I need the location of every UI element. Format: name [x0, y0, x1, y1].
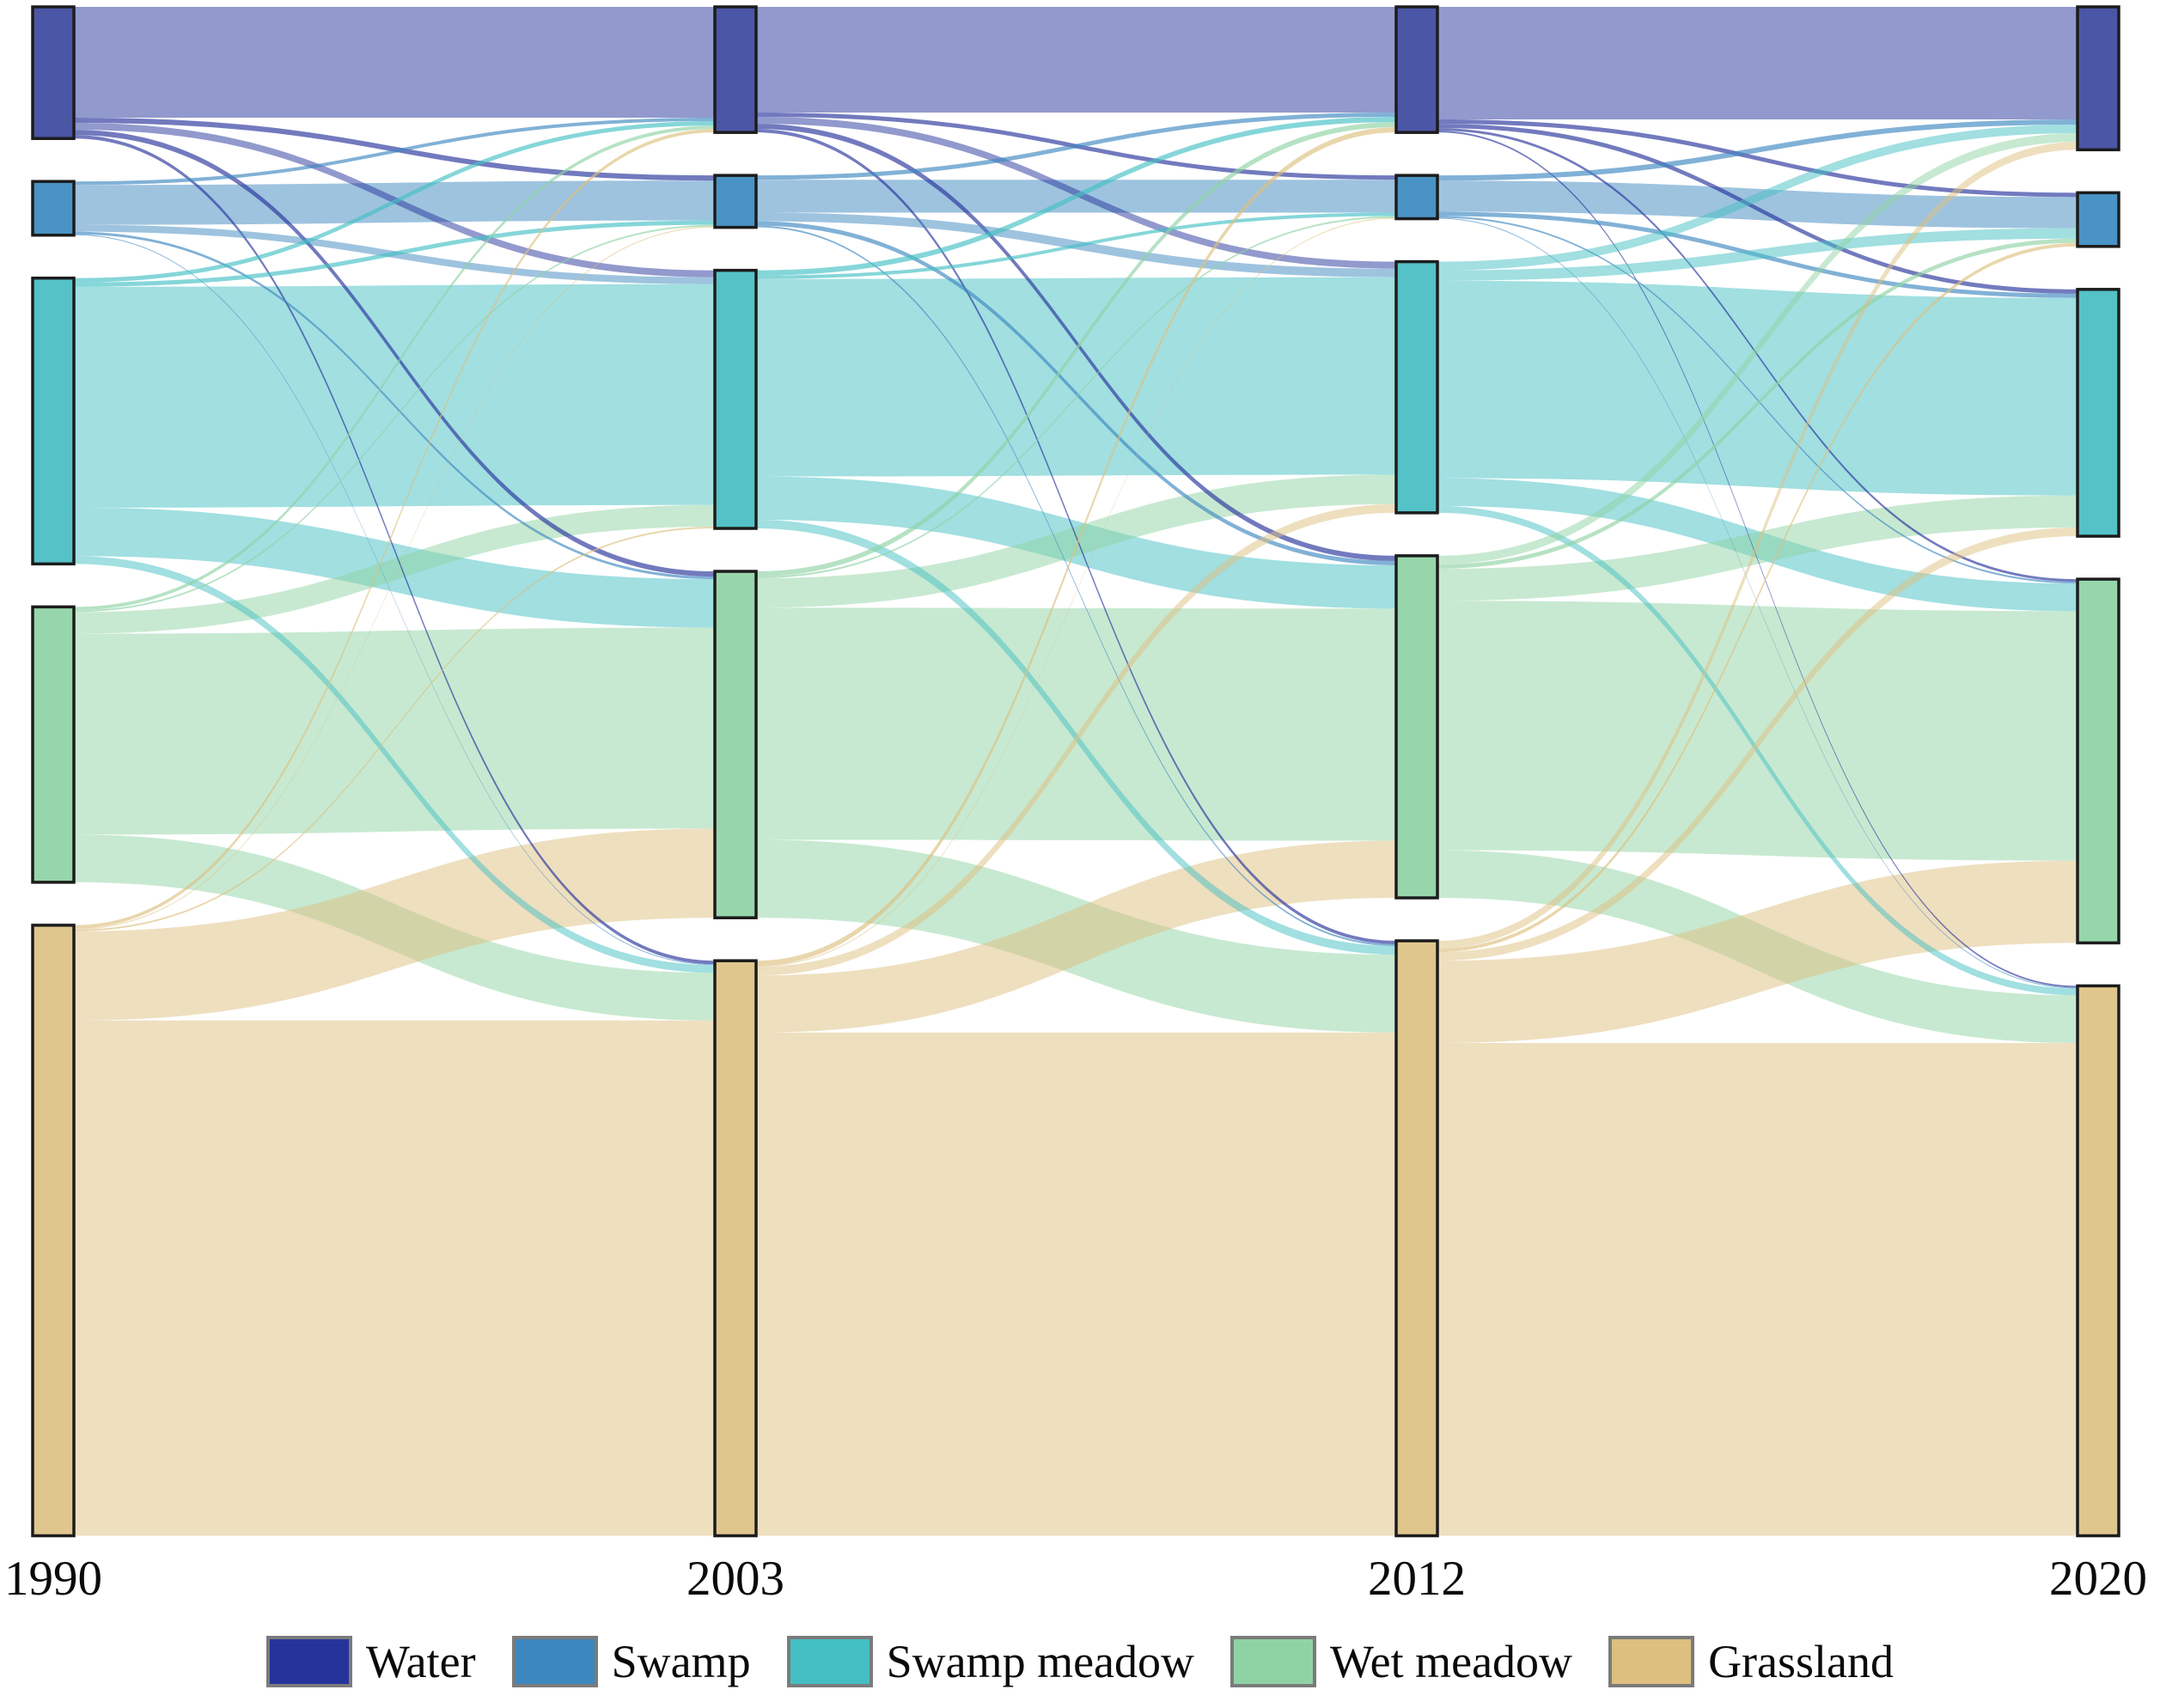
legend-swatch-wet-meadow	[1230, 1636, 1316, 1687]
node-grassland-2003	[713, 959, 758, 1538]
flow-grassland-to-grassland-1990-2003	[74, 1020, 715, 1536]
legend-item-water: Water	[265, 1636, 476, 1687]
flow-grassland-to-swamp-meadow-2012-2020	[1437, 528, 2078, 961]
flow-swamp-to-water-2012-2020	[1437, 119, 2078, 181]
flow-water-to-swamp-meadow-2012-2020	[1437, 124, 2078, 294]
flow-wet-meadow-to-swamp-1990-2003	[74, 224, 715, 613]
flow-swamp-to-wet-meadow-2003-2012	[756, 221, 1396, 565]
flow-swamp-to-water-2003-2012	[756, 112, 1396, 180]
sankey-diagram: 1990 2003 2012 2020	[4, 5, 2147, 1606]
flow-swamp-to-grassland-2012-2020	[1437, 217, 2078, 989]
flow-grassland-to-wet-meadow-2003-2012	[756, 840, 1396, 1033]
flow-swamp-to-wet-meadow-1990-2003	[74, 231, 715, 580]
node-swamp-meadow-2012	[1394, 259, 1439, 515]
flow-wet-meadow-to-swamp-meadow-2003-2012	[756, 474, 1396, 608]
flow-water-to-wet-meadow-2012-2020	[1437, 128, 2078, 583]
node-swamp-2020	[2076, 191, 2120, 248]
axis-label-2012: 2012	[1368, 1552, 1466, 1606]
node-wet-meadow-2012	[1394, 554, 1439, 900]
flow-grassland-to-swamp-meadow-1990-2003	[74, 527, 715, 931]
flow-swamp-to-swamp-2012-2020	[1437, 180, 2078, 229]
flow-wet-meadow-to-wet-meadow-2012-2020	[1437, 601, 2078, 861]
flow-wet-meadow-to-water-1990-2003	[74, 125, 715, 611]
node-wet-meadow-1990	[31, 605, 76, 884]
flow-swamp-meadow-to-swamp-meadow-2003-2012	[756, 277, 1396, 477]
flow-grassland-to-swamp-meadow-2003-2012	[756, 503, 1396, 976]
node-swamp-meadow-1990	[31, 276, 76, 566]
node-water-1990	[31, 5, 76, 140]
node-grassland-2020	[2076, 984, 2120, 1538]
legend-label-water: Water	[365, 1636, 476, 1687]
node-swamp-meadow-2003	[713, 268, 758, 530]
flow-swamp-meadow-to-swamp-2012-2020	[1437, 228, 2078, 281]
node-water-2020	[2076, 5, 2120, 152]
flow-grassland-to-grassland-2012-2020	[1437, 1042, 2078, 1536]
flow-water-to-grassland-2003-2012	[756, 129, 1396, 945]
flow-swamp-meadow-to-swamp-meadow-2012-2020	[1437, 280, 2078, 496]
node-water-2012	[1394, 5, 1439, 134]
legend-label-swamp: Swamp	[611, 1636, 751, 1687]
flow-wet-meadow-to-wet-meadow-2003-2012	[756, 607, 1396, 841]
flow-wet-meadow-to-wet-meadow-1990-2003	[74, 627, 715, 835]
node-swamp-2012	[1394, 174, 1439, 221]
legend-swatch-swamp-meadow	[786, 1636, 873, 1687]
node-swamp-meadow-2020	[2076, 288, 2120, 538]
flow-swamp-to-wet-meadow-2012-2020	[1437, 216, 2078, 584]
legend: Water Swamp Swamp meadow Wet meadow Grasslan…	[0, 1626, 2160, 1698]
legend-label-wet-meadow: Wet meadow	[1330, 1636, 1573, 1687]
node-wet-meadow-2003	[713, 570, 758, 919]
legend-item-swamp: Swamp	[511, 1636, 751, 1687]
flow-water-to-wet-meadow-2003-2012	[756, 124, 1396, 561]
node-grassland-2012	[1394, 939, 1439, 1538]
flow-water-to-water-2012-2020	[1437, 7, 2078, 120]
legend-item-swamp-meadow: Swamp meadow	[786, 1636, 1194, 1687]
node-swamp-2003	[713, 174, 758, 229]
flow-swamp-meadow-to-grassland-1990-2003	[74, 556, 715, 973]
flow-swamp-meadow-to-grassland-2012-2020	[1437, 505, 2078, 996]
flow-grassland-to-grassland-2003-2012	[756, 1032, 1396, 1536]
flow-grassland-to-swamp-1990-2003	[74, 226, 715, 930]
legend-label-grassland: Grassland	[1708, 1636, 1895, 1687]
flow-swamp-meadow-to-water-1990-2003	[74, 121, 715, 283]
flow-swamp-meadow-to-water-2003-2012	[756, 117, 1396, 276]
flow-swamp-to-grassland-2003-2012	[756, 225, 1396, 947]
flow-water-to-water-1990-2003	[74, 7, 715, 119]
legend-swatch-swamp	[511, 1636, 598, 1687]
flow-water-to-swamp-meadow-2003-2012	[756, 117, 1396, 269]
node-wet-meadow-2020	[2076, 577, 2120, 945]
node-water-2003	[713, 5, 758, 134]
flow-swamp-meadow-to-swamp-2003-2012	[756, 212, 1396, 279]
flow-wet-meadow-to-water-2012-2020	[1437, 133, 2078, 564]
node-swamp-1990	[31, 180, 76, 237]
flow-swamp-to-water-1990-2003	[74, 118, 715, 186]
flow-water-to-wet-meadow-1990-2003	[74, 130, 715, 577]
flow-grassland-to-water-1990-2003	[74, 129, 715, 929]
legend-label-swamp-meadow: Swamp meadow	[886, 1636, 1194, 1687]
flow-water-to-grassland-1990-2003	[74, 135, 715, 965]
flow-grassland-to-water-2012-2020	[1437, 142, 2078, 949]
legend-item-grassland: Grassland	[1608, 1636, 1894, 1687]
flow-water-to-grassland-2012-2020	[1437, 131, 2078, 988]
flow-wet-meadow-to-swamp-2003-2012	[756, 216, 1396, 579]
flow-wet-meadow-to-water-2003-2012	[756, 122, 1396, 577]
axis-label-1990: 1990	[4, 1552, 102, 1606]
legend-swatch-grassland	[1608, 1636, 1695, 1687]
flow-swamp-meadow-to-water-2012-2020	[1437, 125, 2078, 271]
flow-swamp-meadow-to-swamp-1990-2003	[74, 220, 715, 287]
axis-label-2020: 2020	[2049, 1552, 2147, 1606]
flow-water-to-swamp-1990-2003	[74, 118, 715, 181]
flow-swamp-meadow-to-swamp-meadow-1990-2003	[74, 284, 715, 508]
flow-grassland-to-swamp-2012-2020	[1437, 242, 2078, 953]
node-grassland-1990	[31, 924, 76, 1538]
legend-item-wet-meadow: Wet meadow	[1230, 1636, 1572, 1687]
flow-water-to-water-2003-2012	[756, 7, 1396, 113]
flow-water-to-swamp-2012-2020	[1437, 119, 2078, 198]
flow-wet-meadow-to-swamp-2012-2020	[1437, 238, 2078, 569]
axis-label-2003: 2003	[686, 1552, 784, 1606]
legend-swatch-water	[265, 1636, 352, 1687]
flow-grassland-to-swamp-2003-2012	[756, 217, 1396, 967]
flow-grassland-to-water-2003-2012	[756, 127, 1396, 967]
flow-swamp-to-grassland-1990-2003	[74, 234, 715, 966]
